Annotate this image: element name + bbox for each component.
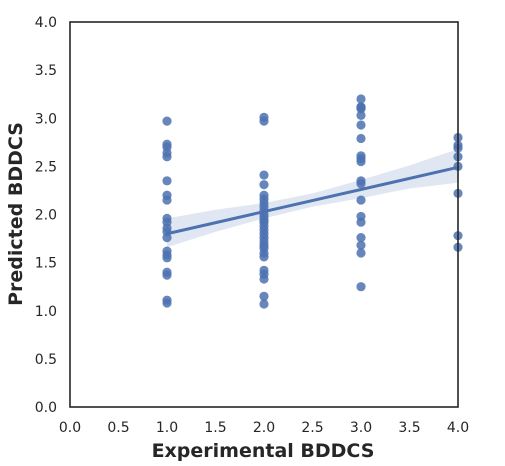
- data-points-layer: [162, 94, 463, 309]
- data-point: [259, 252, 269, 262]
- data-point: [356, 179, 366, 189]
- y-tick-label: 2.5: [35, 159, 57, 175]
- x-tick-layer: 0.0 0.5 1.0 1.5 2.0 2.5 3.0 3.5 4.0: [59, 420, 469, 436]
- data-point: [356, 94, 366, 104]
- data-point: [259, 180, 269, 190]
- data-point: [162, 253, 172, 263]
- x-tick-label: 1.0: [156, 420, 178, 436]
- y-tick-label: 3.5: [35, 63, 57, 79]
- y-tick-layer: 0.0 0.5 1.0 1.5 2.0 2.5 3.0 3.5 4.0: [35, 15, 57, 416]
- x-tick-label: 3.0: [350, 420, 372, 436]
- y-tick-label: 1.5: [35, 256, 57, 272]
- data-point: [162, 152, 172, 162]
- x-tick-label: 2.0: [253, 420, 275, 436]
- data-point: [356, 248, 366, 258]
- plot-frame: [69, 21, 459, 408]
- data-point: [259, 116, 269, 126]
- data-point: [162, 298, 172, 308]
- y-tick-label: 1.0: [35, 304, 57, 320]
- data-point: [259, 274, 269, 284]
- data-point: [162, 270, 172, 280]
- confidence-band: [167, 149, 458, 248]
- y-tick-label: 2.0: [35, 208, 57, 224]
- data-point: [259, 198, 269, 208]
- data-point: [356, 110, 366, 120]
- y-tick-label: 0.0: [35, 400, 57, 416]
- data-point: [259, 215, 269, 225]
- regression-line: [165, 165, 460, 236]
- y-tick-label: 3.0: [35, 111, 57, 127]
- data-point: [356, 133, 366, 144]
- y-axis-label: Predicted BDDCS: [5, 122, 27, 306]
- data-point: [356, 217, 366, 227]
- y-tick-label: 4.0: [35, 15, 57, 31]
- data-point: [356, 195, 366, 205]
- regression-line-layer: [165, 165, 460, 236]
- data-point: [162, 195, 172, 205]
- x-axis-label: Experimental BDDCS: [152, 440, 375, 462]
- x-tick-label: 1.5: [204, 420, 226, 436]
- data-point: [356, 233, 366, 243]
- data-point: [162, 116, 172, 126]
- x-tick-label: 2.5: [301, 420, 323, 436]
- data-point: [259, 291, 269, 301]
- x-tick-label: 0.5: [107, 420, 129, 436]
- x-tick-label: 4.0: [447, 420, 469, 436]
- data-point: [162, 176, 172, 186]
- data-point: [356, 120, 366, 130]
- data-point: [259, 299, 269, 309]
- data-point: [356, 282, 366, 292]
- data-point: [162, 233, 172, 243]
- x-tick-label: 0.0: [59, 420, 81, 436]
- data-point: [356, 156, 366, 167]
- data-point: [356, 103, 366, 113]
- confidence-band-layer: [167, 149, 458, 248]
- x-tick-label: 3.5: [398, 420, 420, 436]
- data-point: [356, 240, 366, 250]
- data-point: [259, 170, 269, 180]
- y-tick-label: 0.5: [35, 352, 57, 368]
